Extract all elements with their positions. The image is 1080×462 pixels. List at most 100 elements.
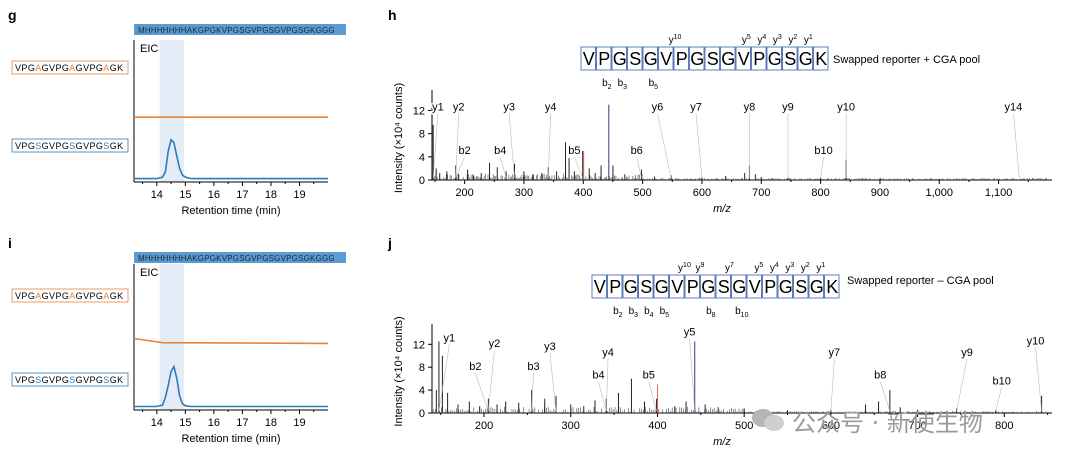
peptide-residue: V <box>15 63 21 73</box>
annotation-label: b3 <box>527 361 539 373</box>
peptide-residue: P <box>89 375 95 385</box>
watermark-text: 公众号 · 新使生物 <box>792 408 983 437</box>
peptide-residue: V <box>83 375 89 385</box>
sequence-bar-text: MHHHHHHHAKGPGKVPGSGVPGSGVPGSGKGGG <box>138 254 335 263</box>
annotation-halo: y4 <box>602 347 614 359</box>
peptide-residue: G <box>96 63 103 73</box>
b-ion-label: b2 <box>613 306 623 319</box>
x-tick-label: 14 <box>151 417 163 429</box>
annotation-halo: b8 <box>874 370 886 382</box>
residue-letter: G <box>799 49 813 69</box>
annotation-halo: y4 <box>545 101 557 113</box>
x-tick-label: 500 <box>633 187 651 199</box>
residue-letter: V <box>583 49 595 69</box>
peptide-residue: V <box>83 291 89 301</box>
residue-letter: P <box>687 277 699 297</box>
residue-letter: K <box>815 49 827 69</box>
annotation-leader <box>547 113 551 179</box>
annotation-halo: b5 <box>643 370 655 382</box>
x-tick-label: 700 <box>752 187 770 199</box>
x-tick-label: 700 <box>908 420 926 432</box>
b-ion-number: 4 <box>650 312 654 319</box>
residue-box <box>689 46 705 71</box>
annotation-label: y1 <box>444 332 456 344</box>
residue-box <box>591 274 607 299</box>
peptide-residue: V <box>49 375 55 385</box>
residue-box <box>808 274 824 299</box>
x-tick-label: 15 <box>179 189 191 201</box>
peptide-residue: V <box>83 63 89 73</box>
peptide-residue: A <box>103 63 109 73</box>
y-ion-letter: y <box>804 35 809 46</box>
peptide-residue: S <box>69 375 75 385</box>
annotation-label: b2 <box>459 145 471 157</box>
residue-letter: V <box>660 49 672 69</box>
annotation-halo: y5 <box>684 327 696 339</box>
x-tick-label: 16 <box>208 417 220 429</box>
residue-box <box>735 46 751 71</box>
y-ion-letter: y <box>742 35 747 46</box>
y-ion-label: y5 <box>742 34 751 46</box>
annotation-label: b5 <box>568 145 580 157</box>
annotation-halo: b2 <box>469 361 481 373</box>
peptide-residue: V <box>49 291 55 301</box>
peptide-residue: S <box>103 375 109 385</box>
x-axis-label: m/z <box>713 203 731 215</box>
b-ion-label: b2 <box>602 78 612 91</box>
y-ion-number: 9 <box>700 262 704 269</box>
annotation-leader <box>820 156 824 179</box>
peptide-label-top-box <box>11 60 129 75</box>
annotation-leader <box>508 113 515 179</box>
y-tick-label: 4 <box>419 385 425 397</box>
peptide-label-bottom: VPGSGVPGSGVPGSGK <box>15 141 124 151</box>
b-ion-letter: b <box>613 306 619 317</box>
peptide-label-bottom-box <box>11 372 129 387</box>
annotation-leader <box>657 113 672 179</box>
sequence-bar <box>134 252 346 263</box>
residue-letter: S <box>629 49 641 69</box>
residue-letter: G <box>655 277 669 297</box>
x-tick-label: 200 <box>475 420 493 432</box>
x-axis-label: Retention time (min) <box>181 433 280 445</box>
peptide-residue: P <box>21 291 27 301</box>
sequence-bar-text: MHHHHHHHAKGPGKVPGSGVPGSGVPGSGKGGG <box>138 26 335 35</box>
annotation-leader <box>830 358 835 412</box>
y-ion-letter: y <box>801 263 806 274</box>
residue-box <box>782 46 798 71</box>
x-tick-label: 14 <box>151 189 163 201</box>
residue-box <box>762 274 778 299</box>
residue-letter: P <box>598 49 610 69</box>
peptide-residue: G <box>110 63 117 73</box>
peptide-residue: P <box>55 375 61 385</box>
annotation-leader <box>455 156 465 179</box>
annotation-leader <box>956 358 968 412</box>
peptide-residue: P <box>89 291 95 301</box>
peptide-residue: S <box>103 141 109 151</box>
annotation-halo: y10 <box>837 101 855 113</box>
annotation-leader <box>598 381 607 412</box>
b-ion-number: 3 <box>623 84 627 91</box>
y-ion-number: 3 <box>790 262 794 269</box>
annotation-label: y6 <box>652 101 664 113</box>
y-ion-number: 4 <box>762 34 766 41</box>
residue-letter: P <box>764 277 776 297</box>
b-ion-number: 3 <box>634 312 638 319</box>
annotation-halo: b4 <box>592 370 604 382</box>
peptide-residue: V <box>15 375 21 385</box>
y-ion-number: 2 <box>793 34 797 41</box>
annotation-label: b4 <box>494 145 506 157</box>
b-ion-letter: b <box>644 306 650 317</box>
spectrum-title: Swapped reporter + CGA pool <box>833 54 980 66</box>
y-ion-label: y5 <box>754 262 763 274</box>
eic-label: EIC <box>140 267 158 279</box>
residue-box <box>720 46 736 71</box>
peptide-residue: A <box>35 63 41 73</box>
y-ion-letter: y <box>785 263 790 274</box>
y-ion-letter: y <box>757 35 762 46</box>
peptide-residue: P <box>55 63 61 73</box>
annotation-label: y4 <box>602 347 614 359</box>
annotation-halo: y2 <box>489 338 501 350</box>
x-tick-label: 17 <box>236 417 248 429</box>
